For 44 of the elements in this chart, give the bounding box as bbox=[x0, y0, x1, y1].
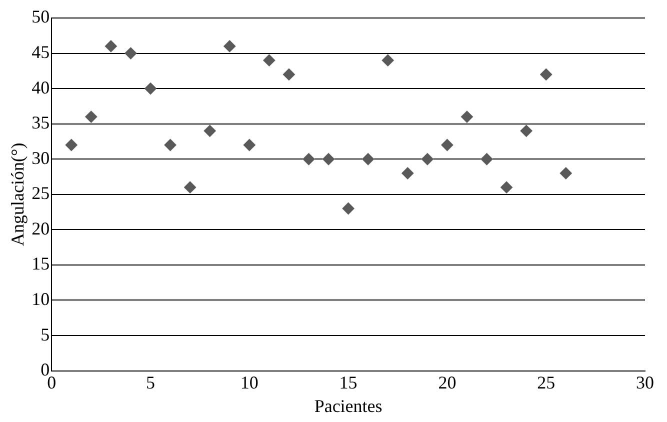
y-tick-label: 40 bbox=[32, 77, 50, 98]
y-tick-label: 35 bbox=[32, 112, 50, 133]
x-tick-label: 15 bbox=[339, 372, 358, 392]
point bbox=[362, 153, 374, 166]
point bbox=[85, 110, 98, 123]
point bbox=[560, 167, 572, 180]
point bbox=[263, 54, 276, 66]
y-tick-label: 10 bbox=[32, 288, 50, 309]
point bbox=[224, 40, 236, 52]
y-tick-label: 20 bbox=[32, 218, 50, 238]
point bbox=[104, 40, 117, 52]
point bbox=[124, 47, 137, 60]
point bbox=[302, 153, 315, 166]
point bbox=[382, 54, 394, 66]
point bbox=[500, 181, 513, 194]
point bbox=[65, 139, 78, 152]
x-tick-label: 5 bbox=[146, 372, 155, 392]
y-axis-title: Angulación(°) bbox=[8, 142, 28, 246]
point bbox=[421, 153, 434, 166]
y-tick-label: 50 bbox=[32, 6, 50, 27]
x-tick-label: 20 bbox=[438, 372, 456, 392]
point bbox=[540, 68, 552, 80]
point bbox=[441, 139, 454, 152]
point bbox=[460, 110, 473, 123]
point bbox=[184, 181, 196, 194]
point bbox=[402, 167, 414, 180]
x-axis-title: Pacientes bbox=[314, 396, 382, 416]
y-tick-label: 25 bbox=[32, 183, 50, 204]
y-tick-label: 30 bbox=[32, 148, 50, 168]
point bbox=[520, 124, 532, 137]
point bbox=[342, 202, 354, 215]
x-tick-label: 10 bbox=[240, 372, 258, 392]
point bbox=[480, 153, 493, 166]
point bbox=[164, 139, 176, 152]
y-tick-label: 15 bbox=[32, 254, 50, 274]
point bbox=[282, 68, 295, 80]
point bbox=[243, 139, 256, 152]
y-tick-label: 5 bbox=[40, 324, 50, 344]
point bbox=[204, 124, 216, 137]
point bbox=[322, 153, 335, 166]
x-tick-label: 30 bbox=[636, 372, 654, 392]
point bbox=[144, 82, 156, 95]
x-tick-label: 25 bbox=[537, 372, 556, 392]
y-tick-label: 45 bbox=[32, 42, 50, 62]
